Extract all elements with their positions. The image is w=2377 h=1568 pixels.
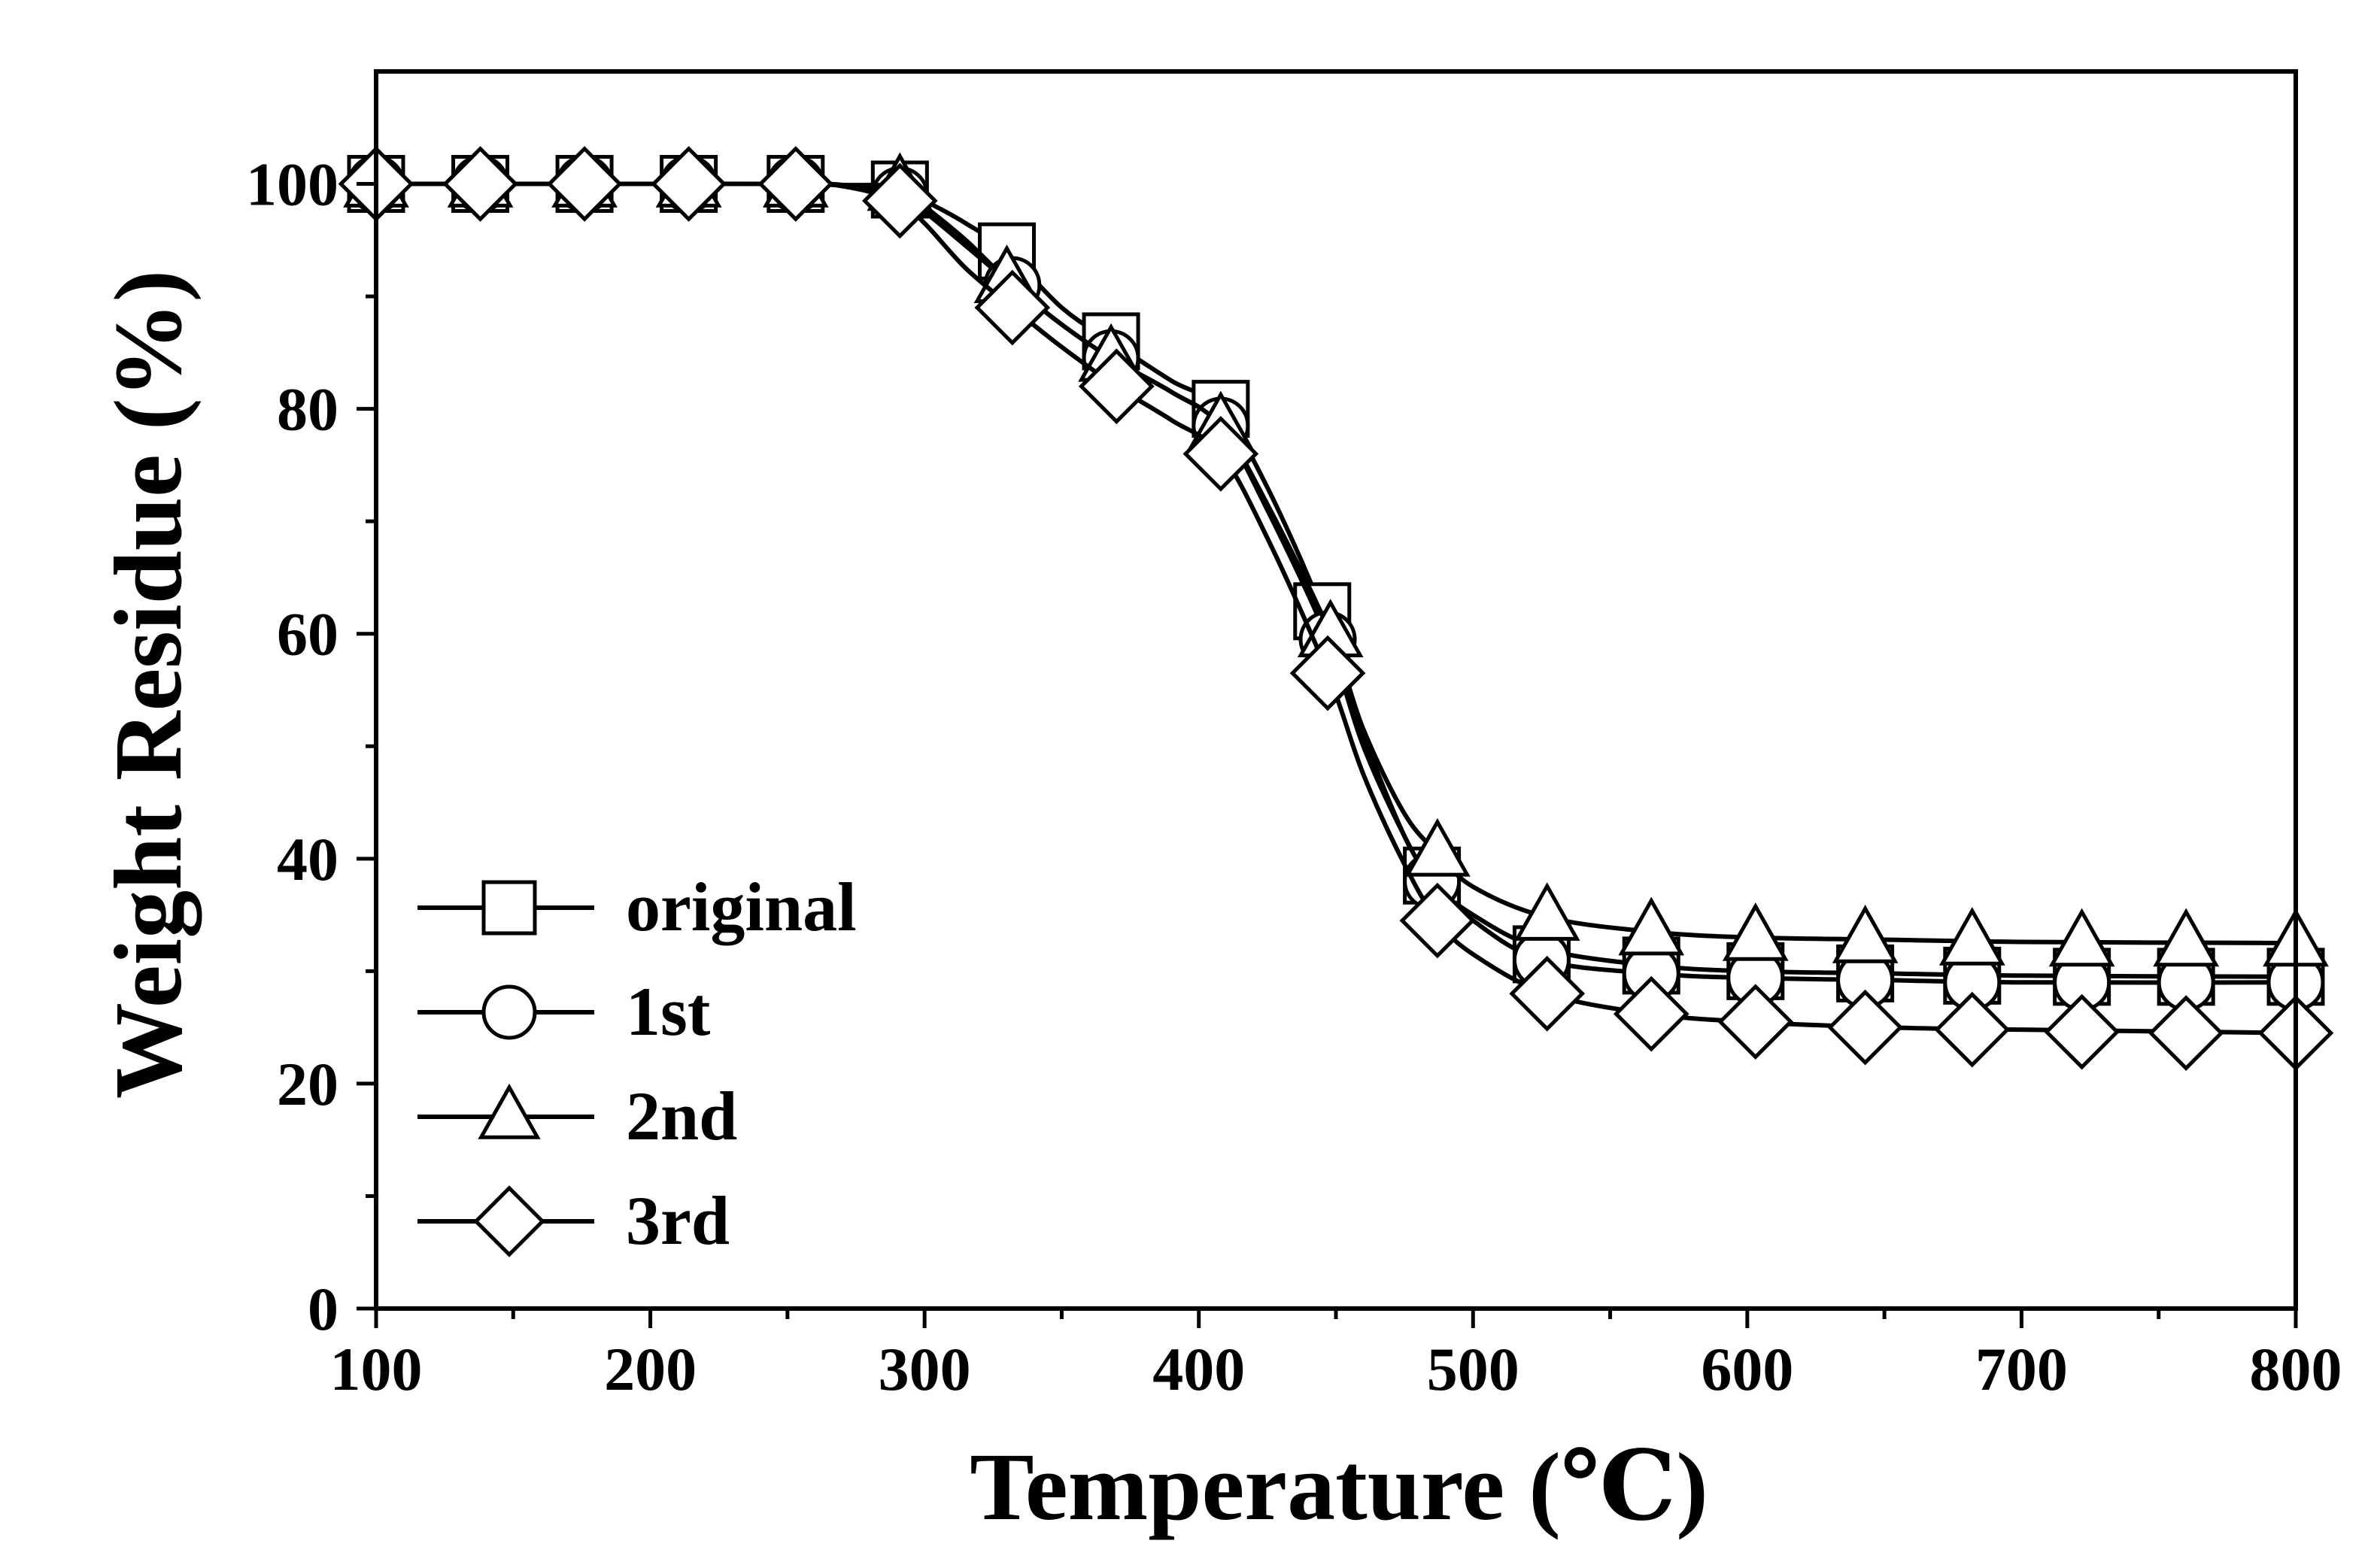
series-layer [338, 146, 2334, 1071]
data-point-3rd [1613, 975, 1689, 1052]
legend-label: 3rd [626, 1182, 730, 1259]
legend-item-original: original [417, 869, 857, 945]
data-point-3rd [974, 269, 1051, 346]
data-point-2nd [2048, 908, 2115, 967]
data-point-3rd [1079, 348, 1155, 425]
y-axis-title: Weight Residue (%) [95, 270, 202, 1099]
legend-marker-square [481, 880, 537, 936]
data-point-2nd [1404, 817, 1471, 877]
data-point-3rd [2044, 993, 2120, 1070]
data-point-2nd [1938, 906, 2005, 966]
data-point-3rd [1934, 991, 2011, 1068]
data-point-3rd [861, 162, 938, 239]
data-point-2nd [1513, 882, 1580, 941]
x-tick-label: 300 [879, 1335, 971, 1403]
y-tick-label: 40 [277, 825, 338, 893]
legend-item-2nd: 2nd [417, 1078, 737, 1154]
x-tick-label: 200 [604, 1335, 697, 1403]
y-tick-label: 20 [277, 1050, 338, 1118]
legend-item-3rd: 3rd [417, 1182, 730, 1259]
legend-label: original [626, 869, 857, 945]
x-axis-title: Temperature (℃) [970, 1433, 1708, 1540]
data-point-2nd [1832, 905, 1899, 963]
legend-item-1st: 1st [417, 973, 711, 1050]
legend-label: 1st [626, 973, 711, 1050]
y-tick-label: 60 [277, 600, 338, 669]
x-tick-label: 800 [2250, 1335, 2342, 1403]
data-point-3rd [1827, 989, 1903, 1066]
data-point-2nd [2153, 908, 2220, 967]
data-point-3rd [757, 146, 834, 222]
legend-marker-triangle [478, 1083, 541, 1139]
x-tick-label: 600 [1701, 1335, 1793, 1403]
x-tick-label: 400 [1152, 1335, 1245, 1403]
y-tick-label: 100 [246, 150, 338, 219]
data-point-3rd [1399, 882, 1476, 959]
data-point-2nd [1722, 902, 1789, 961]
data-point-3rd [2148, 995, 2224, 1071]
legend-label: 2nd [626, 1078, 737, 1154]
data-point-3rd [1182, 416, 1259, 492]
y-tick-label: 0 [308, 1275, 338, 1343]
data-point-3rd [1509, 955, 1586, 1032]
axes-layer: 100 200 300 400 500 600 700 800 0 20 40 60 80 100 [246, 69, 2342, 1403]
data-point-3rd [1717, 984, 1794, 1060]
x-tick-label: 500 [1427, 1335, 1519, 1403]
data-point-3rd [1289, 635, 1366, 711]
data-point-3rd [546, 146, 623, 222]
legend-marker-circle [481, 984, 537, 1040]
data-point-3rd [442, 146, 518, 222]
series-3rd [338, 146, 2334, 1071]
legend-marker-diamond [473, 1185, 545, 1257]
x-tick-label: 100 [330, 1335, 423, 1403]
data-point-3rd [651, 146, 727, 222]
y-tick-label: 80 [277, 375, 338, 444]
legend: original 1st 2nd 3rd [417, 869, 857, 1259]
x-tick-label: 700 [1975, 1335, 2068, 1403]
data-point-2nd [1618, 896, 1685, 956]
